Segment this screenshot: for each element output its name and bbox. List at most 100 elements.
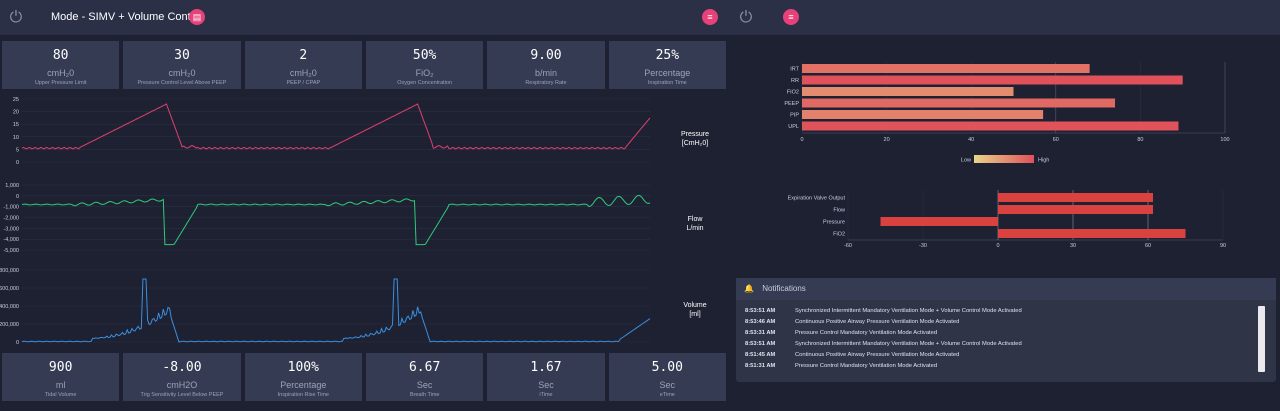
bar1-x-tick-label: 80 [1137,137,1143,143]
stat-unit: Percentage [280,380,327,390]
bar2-bar [998,205,1153,214]
stat-unit: b/min [534,68,557,78]
bar1-x-tick-label: 100 [1220,137,1229,143]
stat-unit: cmH₂0 [47,68,75,78]
notification-message: Continuous Positive Airway Pressure Vent… [795,319,960,325]
stat-unit: FiO₂ [415,68,434,78]
bar2-x-tick-label: -60 [844,243,852,249]
stat-tidal-volume[interactable]: 900 ml Tidal Volume [2,353,120,401]
mode-title: Mode - SIMV + Volume Control [51,11,203,23]
volume-label-line2: [ml] [689,311,701,318]
flow-waveform-line [21,194,651,246]
volume-series-label: Volume [ml] [672,301,718,319]
pressure-tick-label: 10 [13,135,19,141]
power-icon-right[interactable]: ⏻ [739,9,753,26]
stat-inspiration-rise-time[interactable]: 100% Percentage Inspiration Rise Time [244,353,362,401]
notifications-panel: 🔔 Notifications 8:53:51 AM Synchronized … [736,278,1276,382]
list-icon-right[interactable]: ≡ [783,9,799,25]
pressure-tick-label: 15 [13,122,19,128]
stat-label: Oxygen Concentration [397,80,453,86]
stat-unit: Sec [659,380,676,390]
stat-label: Upper Pressure Limit [34,80,87,86]
stat-label: iTime [539,392,553,398]
flow-tick-label: 0 [16,194,19,200]
bar1-category-label: IRT [790,67,799,73]
stat-unit: Percentage [644,68,691,78]
stat-value: 9.00 [530,48,562,63]
stat-respiratory-rate[interactable]: 9.00 b/min Respiratory Rate [487,41,605,89]
stat-unit: cmH2O [166,380,198,390]
stat-unit: Sec [416,380,433,390]
bar2-bar [998,229,1186,238]
stat-value: 900 [48,360,73,375]
stat-breath-time[interactable]: 6.67 Sec Breath Time [365,353,484,401]
notification-time: 8:53:31 AM [745,330,776,336]
bar2-category-label: Expiration Valve Output [788,196,846,202]
pressure-tick-label: 5 [16,147,19,153]
pressure-waveform-line [21,103,651,150]
stat-label: eTime [659,392,675,398]
top-bar: ⏻ Mode - SIMV + Volume Control ▤ ≡ ⏻ ≡ [0,0,1280,35]
bottom-stats-row: 900 ml Tidal Volume -8.00 cmH2O Trig Sen… [0,351,730,403]
bar1-category-label: RR [791,78,799,84]
bar1-x-tick-label: 60 [1053,137,1059,143]
stat-itime[interactable]: 1.67 Sec iTime [487,353,605,401]
notification-time: 8:53:46 AM [745,319,776,325]
bar2-x-tick-label: 90 [1220,243,1226,249]
stat-oxygen-concentration[interactable]: 50% FiO₂ Oxygen Concentration [365,41,484,89]
volume-waveform-line [21,278,651,343]
stat-label: Respiratory Rate [525,80,567,86]
stat-label: Inspiration Time [647,80,687,86]
bar1-bar [802,110,1044,119]
bar1-bar [802,75,1183,85]
power-icon[interactable]: ⏻ [9,9,23,26]
stat-value: -8.00 [162,360,202,375]
waveform-charts: 25 20 15 10 5 0 1,000 0 -1,000 -2,000 -3,000 -4,000… [0,97,651,346]
pressure-label-line2: [CmH₂0] [681,140,709,147]
stat-label: Pressure Control Level Above PEEP [137,80,227,86]
stat-unit: ml [55,380,66,390]
parameter-bar-chart: 0 20 40 60 80 100 IRT RR FIO2 PEEP PIP UPL Low High [784,62,1230,164]
bar2-bar [880,217,998,226]
volume-tick-label: 600,000 [0,286,19,292]
bar2-x-tick-label: 0 [996,243,999,249]
bar2-x-tick-label: 30 [1070,243,1076,249]
stat-peep-cpap[interactable]: 2 cmH₂0 PEEP / CPAP [244,41,362,89]
bar2-category-label: Flow [833,208,845,214]
bar2-bar [998,193,1153,202]
stat-value: 80 [52,48,69,63]
notification-time: 8:53:51 AM [745,341,776,347]
stat-value: 50% [412,48,437,63]
stat-value: 1.67 [530,360,562,375]
stat-value: 30 [174,48,190,63]
volume-tick-label: 400,000 [0,304,19,310]
bar1-category-label: PIP [790,113,799,119]
stat-inspiration-time[interactable]: 25% Percentage Inspiration Time [608,41,726,89]
mode-menu-button[interactable]: ▤ [189,9,205,25]
bar1-bar [802,64,1090,73]
pressure-tick-label: 0 [16,160,19,166]
flow-tick-label: -2,000 [3,216,19,222]
stat-label: Tidal Volume [44,392,77,398]
stat-etime[interactable]: 5.00 Sec eTime [608,353,726,401]
bar2-category-label: Pressure [823,220,845,226]
notification-time: 8:53:51 AM [745,308,776,314]
bar1-category-label: UPL [788,124,799,130]
notifications-title: Notifications [762,284,806,293]
stat-value: 2 [299,48,308,63]
flow-series-label: Flow L/min [672,215,718,233]
bar1-bar [802,87,1014,96]
stat-label: Breath Time [409,392,440,398]
notifications-scrollbar[interactable] [1258,306,1265,372]
output-bar-chart: -60 -30 0 30 60 90 Expiration Valve Output Flow… [788,190,1226,249]
stat-value: 100% [287,360,319,375]
stat-pressure-control-level[interactable]: 30 cmH₂0 Pressure Control Level Above PE… [123,41,241,89]
stat-upper-pressure-limit[interactable]: 80 cmH₂0 Upper Pressure Limit [2,41,120,89]
stat-trig-sensitivity[interactable]: -8.00 cmH2O Trig Sensitivity Level Below… [123,353,241,401]
legend-low-label: Low [961,158,971,164]
list-icon[interactable]: ≡ [702,9,718,25]
top-stats-row: 80 cmH₂0 Upper Pressure Limit 30 cmH₂0 P… [0,39,730,91]
stat-value: 5.00 [651,360,683,375]
notification-message: Synchronized Intermittent Mandatory Vent… [795,341,1022,347]
stat-unit: cmH₂0 [168,68,196,78]
